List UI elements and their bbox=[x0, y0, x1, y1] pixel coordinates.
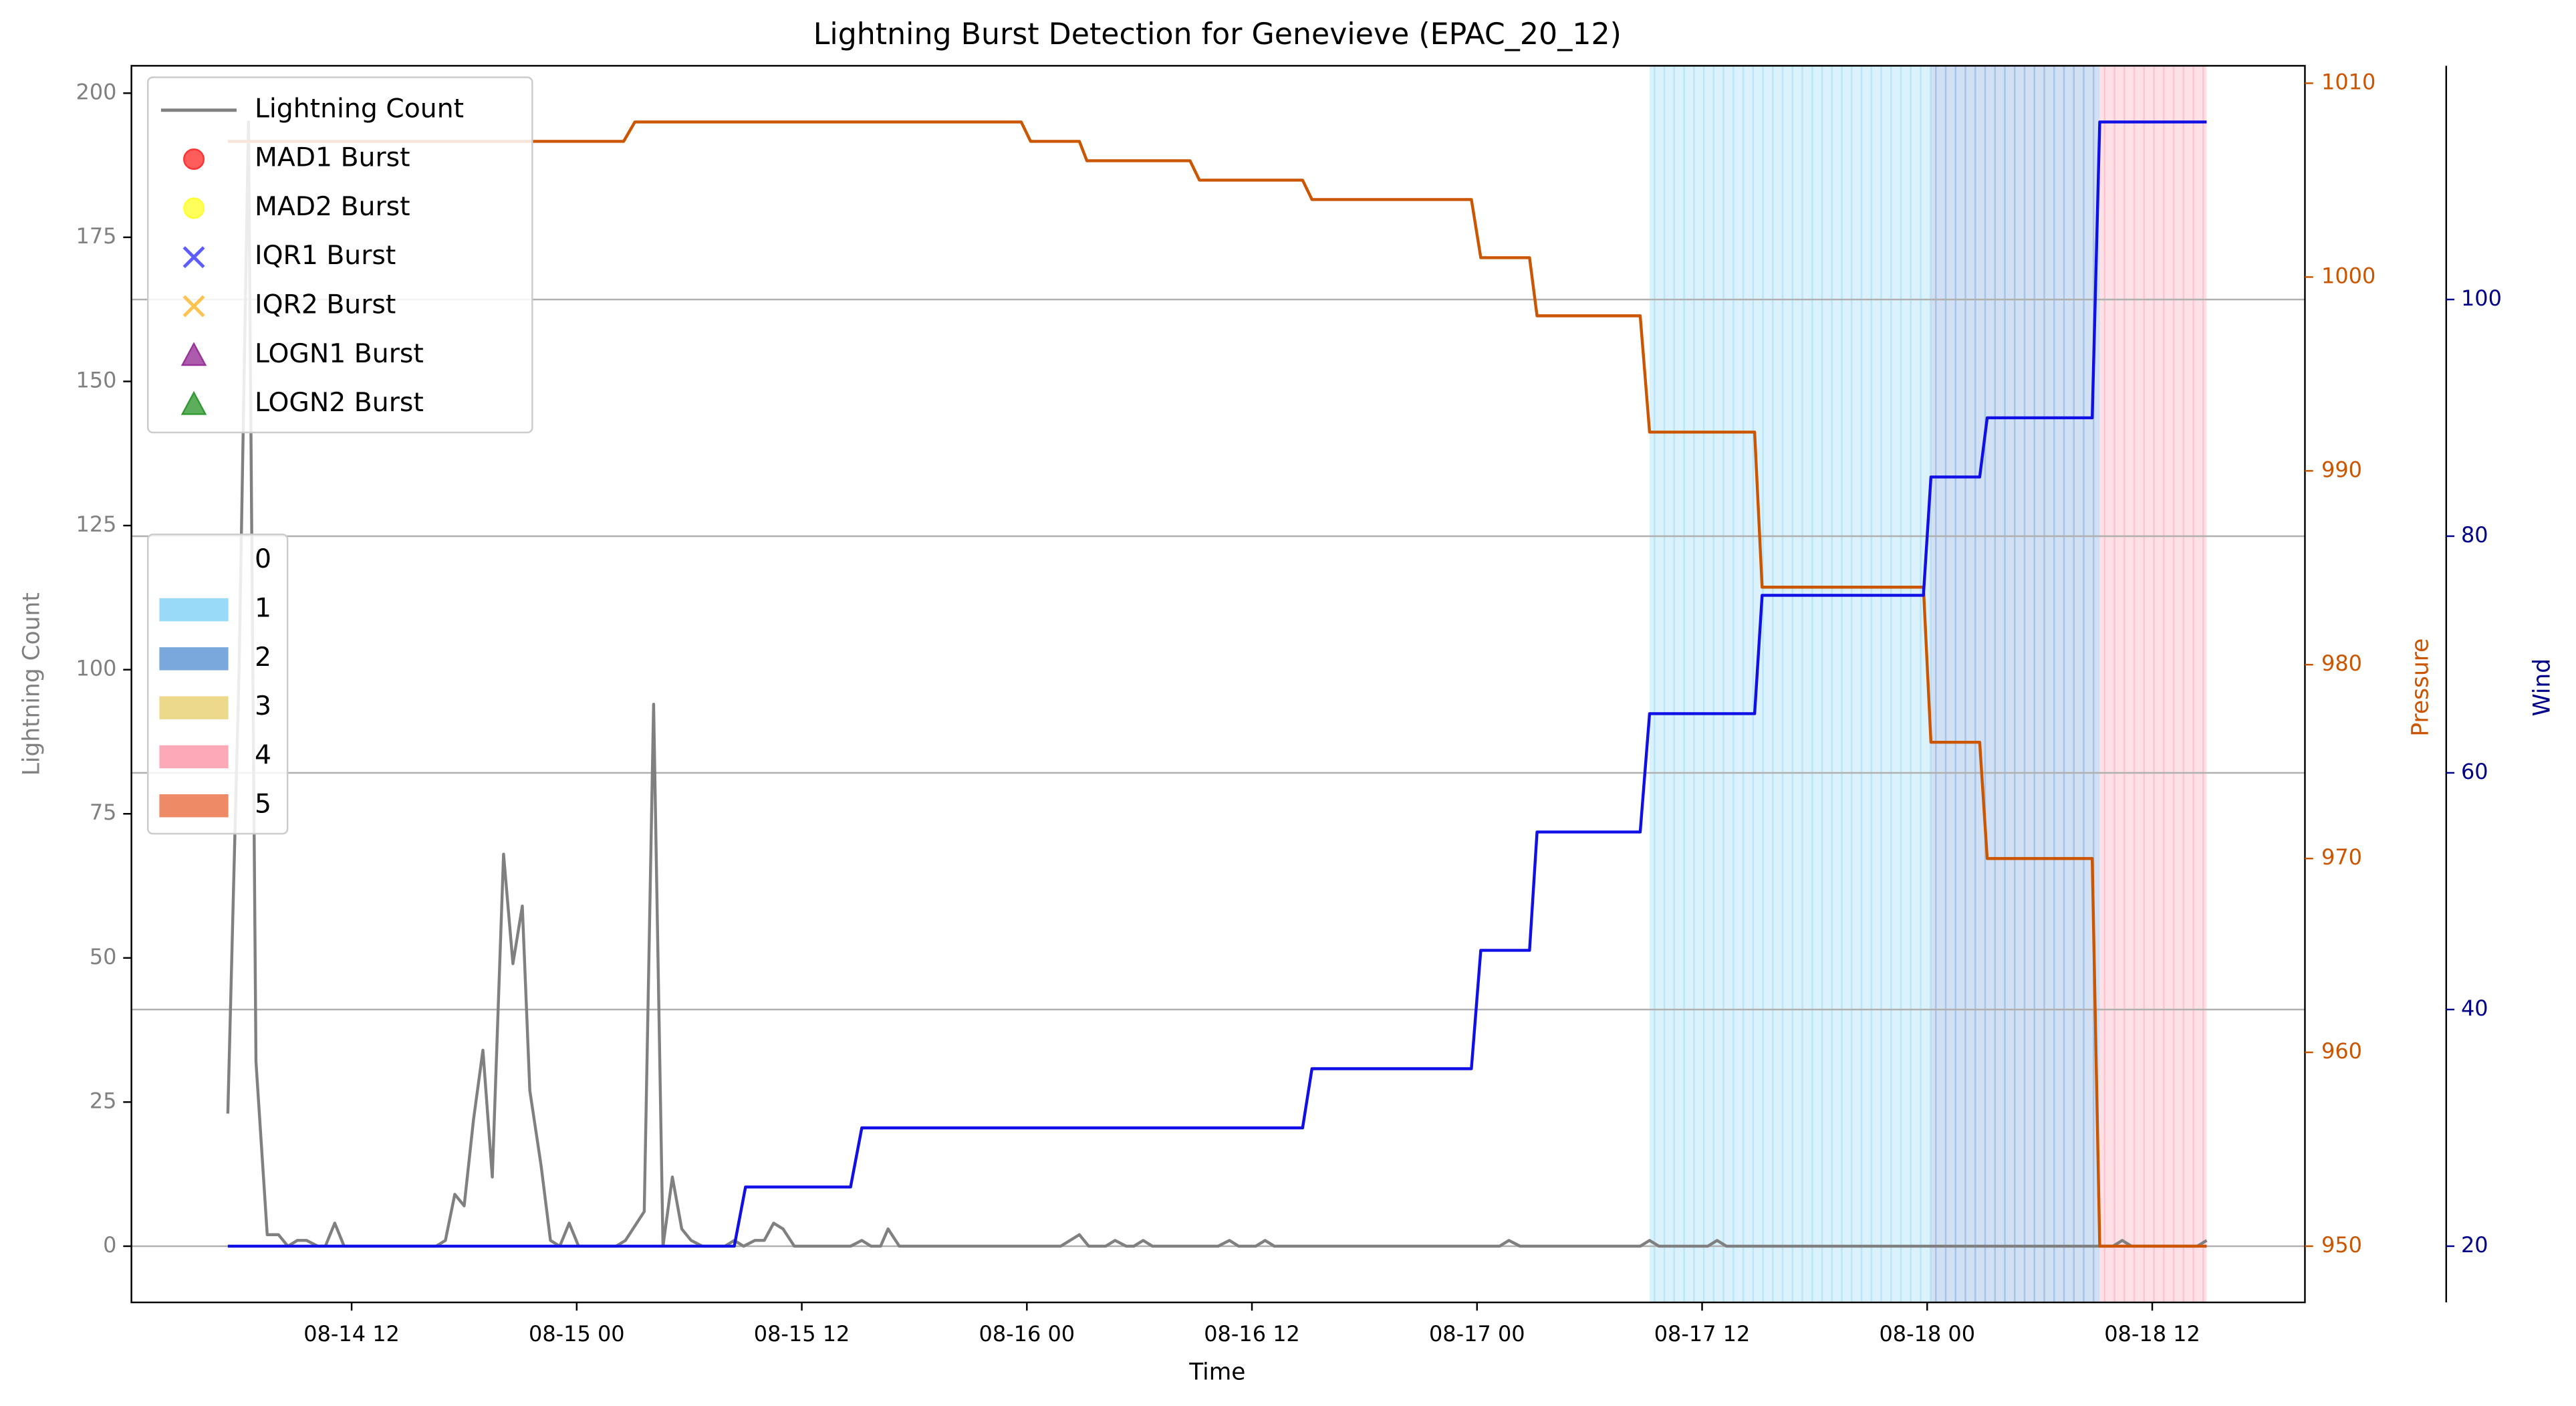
legend-label: IQR2 Burst bbox=[255, 289, 396, 320]
y-tick-label: 175 bbox=[76, 223, 117, 249]
category-span bbox=[1649, 66, 1931, 1303]
legend-label: LOGN1 Burst bbox=[255, 338, 424, 369]
y3-tick-label: 60 bbox=[2461, 759, 2488, 784]
y-tick-label: 200 bbox=[76, 79, 117, 104]
x-tick-label: 08-18 00 bbox=[1879, 1321, 1975, 1346]
legend-label: LOGN2 Burst bbox=[255, 387, 424, 418]
y3-tick-label: 80 bbox=[2461, 522, 2488, 548]
legend-marker bbox=[180, 342, 207, 366]
legend-label: IQR1 Burst bbox=[255, 240, 396, 271]
legend-marker bbox=[182, 295, 205, 318]
legend-label: 4 bbox=[255, 739, 271, 770]
legend-patch bbox=[159, 696, 229, 719]
y-tick-label: 150 bbox=[76, 367, 117, 392]
y2-tick-label: 950 bbox=[2321, 1232, 2362, 1258]
y2-tick-label: 960 bbox=[2321, 1038, 2362, 1064]
legend-marker bbox=[182, 246, 205, 269]
x-tick-label: 08-17 00 bbox=[1429, 1321, 1525, 1346]
x-tick-label: 08-18 12 bbox=[2104, 1321, 2200, 1346]
legend: Lightning Count MAD1 Burst MAD2 Burst IQR1 … bbox=[146, 76, 533, 434]
y2-tick-label: 1010 bbox=[2321, 69, 2375, 94]
legend-label: 2 bbox=[255, 642, 271, 673]
series-line bbox=[226, 120, 2208, 1248]
legend-label: MAD2 Burst bbox=[255, 191, 410, 222]
series-line bbox=[227, 120, 2207, 1248]
y-tick-label: 50 bbox=[90, 944, 117, 969]
x-tick-label: 08-16 12 bbox=[1204, 1321, 1300, 1346]
legend-label: 3 bbox=[255, 691, 271, 721]
chart-title: Lightning Burst Detection for Genevieve … bbox=[813, 17, 1622, 51]
y2-tick-label: 990 bbox=[2321, 457, 2362, 482]
series-line bbox=[227, 120, 2207, 1248]
x-tick-label: 08-17 12 bbox=[1654, 1321, 1751, 1346]
y2-tick-label: 1000 bbox=[2321, 263, 2375, 288]
legend-patch bbox=[159, 550, 228, 572]
legend-patch bbox=[159, 647, 229, 671]
line-layer bbox=[226, 120, 2208, 1248]
y3-tick-label: 100 bbox=[2461, 285, 2502, 311]
legend-label: 0 bbox=[255, 544, 271, 574]
y3-axis-label: Wind bbox=[2529, 659, 2555, 717]
legend-box bbox=[146, 76, 533, 434]
y-tick-label: 75 bbox=[90, 800, 117, 825]
x-axis-label: Time bbox=[1188, 1359, 1245, 1385]
plot-frame bbox=[130, 65, 2306, 1304]
y-axis-label: Lightning Count bbox=[19, 592, 45, 776]
category-legend: 0 1 2 3 4 5 bbox=[146, 534, 289, 835]
legend-patch bbox=[159, 598, 229, 622]
shading-layer bbox=[1649, 66, 2207, 1303]
legend-label: 5 bbox=[255, 789, 271, 820]
y2-tick-label: 980 bbox=[2321, 651, 2362, 676]
y2-axis-label: Pressure bbox=[2407, 638, 2434, 737]
y-tick-label: 125 bbox=[76, 511, 117, 537]
y2-tick-label: 970 bbox=[2321, 844, 2362, 870]
y-tick-label: 0 bbox=[103, 1232, 116, 1258]
legend-label: 1 bbox=[255, 593, 271, 624]
y-tick-label: 100 bbox=[76, 656, 117, 681]
axes-layer: 08-14 12 08-15 00 08-15 12 08-16 00 08-16 12… bbox=[76, 65, 2502, 1346]
legend-marker bbox=[180, 390, 207, 415]
x-tick-label: 08-14 12 bbox=[303, 1321, 400, 1346]
y3-tick-label: 20 bbox=[2461, 1232, 2488, 1258]
y3-tick-label: 40 bbox=[2461, 995, 2488, 1021]
y-tick-label: 25 bbox=[90, 1088, 117, 1113]
legend-label: Lightning Count bbox=[255, 93, 464, 124]
legend-label: MAD1 Burst bbox=[255, 142, 410, 173]
legend-marker bbox=[183, 148, 205, 170]
legend-patch bbox=[159, 794, 229, 818]
x-tick-label: 08-15 00 bbox=[529, 1321, 625, 1346]
x-tick-label: 08-16 00 bbox=[979, 1321, 1075, 1346]
legend-marker bbox=[183, 197, 205, 219]
legend-patch bbox=[159, 745, 229, 769]
x-tick-label: 08-15 12 bbox=[754, 1321, 850, 1346]
